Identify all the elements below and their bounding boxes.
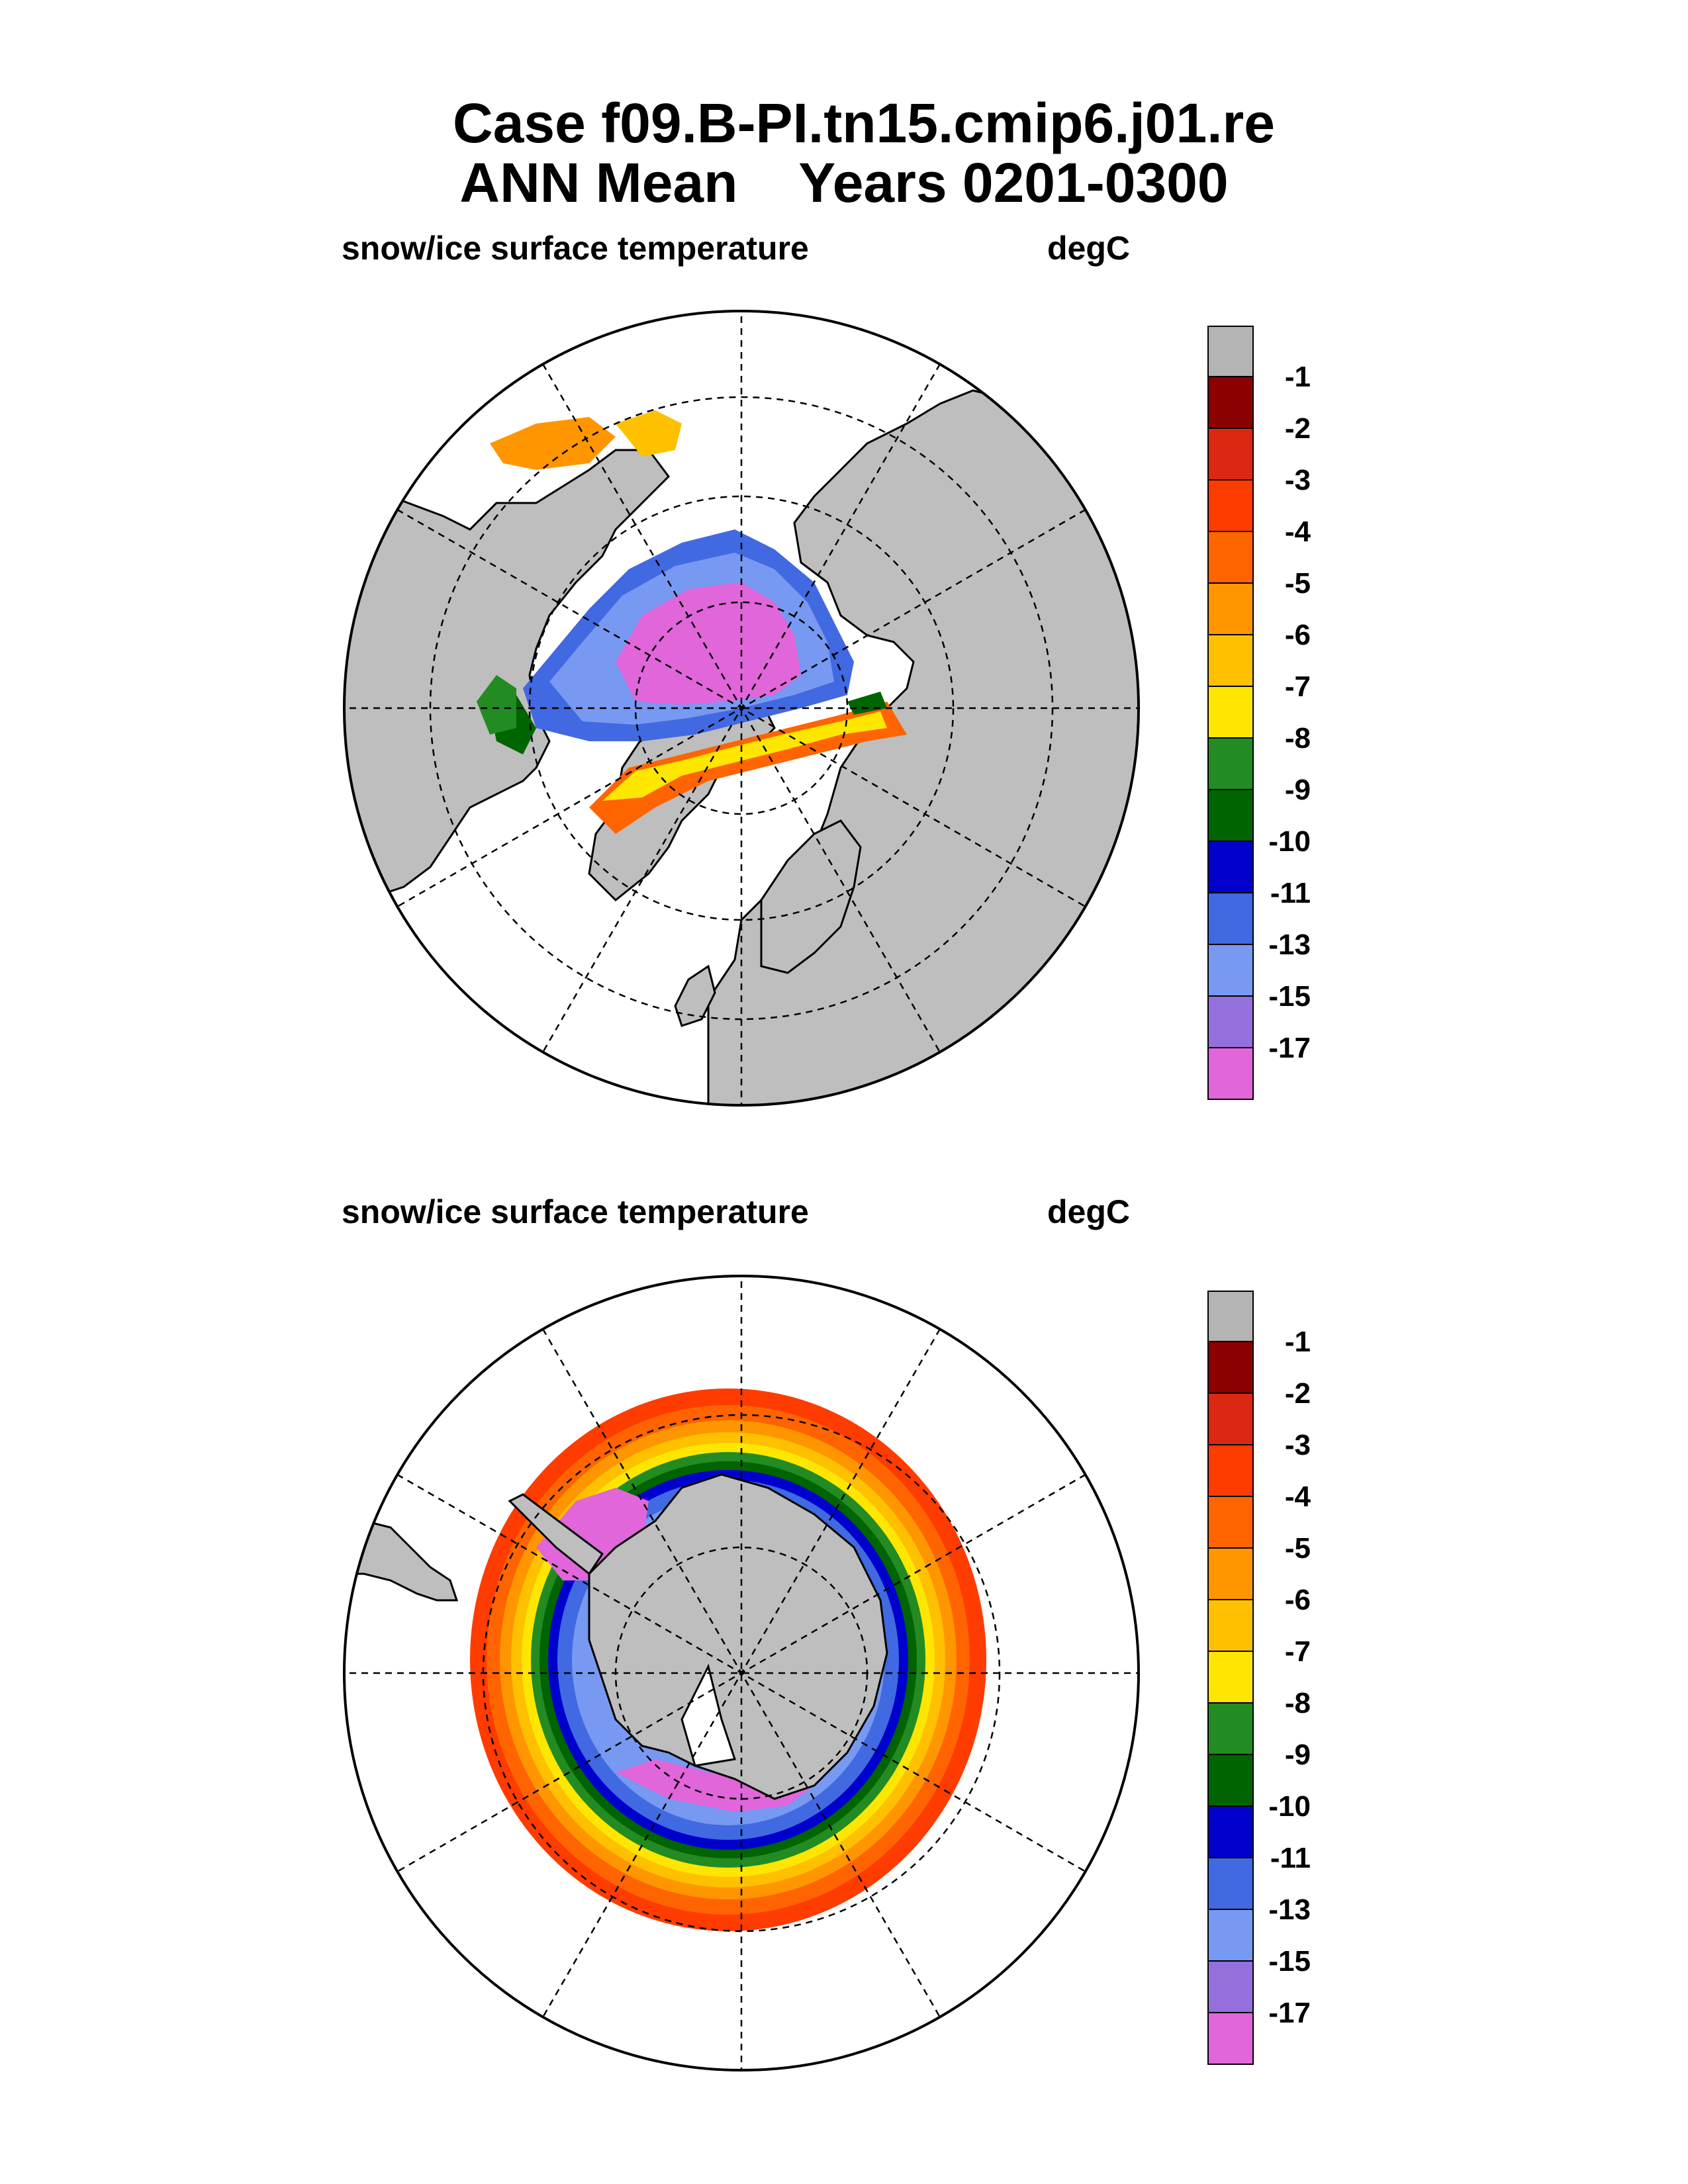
colorbar-north-swatch — [1207, 997, 1254, 1048]
south-map-boundary — [343, 1275, 1140, 2071]
colorbar-tick-label: -8 — [1284, 1687, 1311, 1719]
colorbar-tick-label: -2 — [1284, 1377, 1311, 1410]
panel1-variable-label: snow/ice surface temperature — [342, 230, 809, 267]
north-ice-band-yellow — [602, 711, 887, 801]
north-ice-okhotsk — [490, 417, 616, 470]
colorbar-tick-label: -1 — [1284, 1326, 1311, 1358]
colorbar-north-swatch — [1207, 687, 1254, 739]
colorbar-north — [1207, 326, 1254, 1100]
colorbar-north-swatch — [1207, 377, 1254, 429]
colorbar-south — [1207, 1291, 1254, 2065]
north-map-boundary — [343, 310, 1140, 1107]
figure-title-line1: Case f09.B-PI.tn15.cmip6.j01.re — [453, 92, 1275, 154]
colorbar-south-swatch — [1207, 1291, 1254, 1342]
colorbar-south-swatch — [1207, 1445, 1254, 1497]
colorbar-south-swatch — [1207, 1549, 1254, 1600]
south-graticule — [344, 1276, 1139, 2070]
panel2-units-label: degC — [1047, 1193, 1130, 1230]
colorbar-north-swatch — [1207, 584, 1254, 635]
figure-title-line2: ANN Mean Years 0201-0300 — [459, 152, 1229, 214]
panel1-units-label: degC — [1047, 230, 1130, 267]
colorbar-south-swatch — [1207, 1497, 1254, 1549]
colorbar-tick-label: -4 — [1284, 516, 1311, 548]
colorbar-north-swatch — [1207, 739, 1254, 790]
south-land-antarctica — [588, 1473, 888, 1800]
north-graticule — [344, 311, 1139, 1105]
colorbar-south-swatch — [1207, 1600, 1254, 1652]
colorbar-tick-label: -13 — [1268, 929, 1311, 961]
north-polar-map — [343, 310, 1140, 1107]
colorbar-tick-label: -9 — [1284, 774, 1311, 806]
colorbar-tick-label: -2 — [1284, 412, 1311, 445]
colorbar-north-swatch — [1207, 790, 1254, 842]
colorbar-tick-label: -8 — [1284, 722, 1311, 754]
south-land-antarctic-peninsula — [508, 1493, 604, 1576]
colorbar-tick-label: -13 — [1268, 1893, 1311, 1926]
colorbar-south-swatch — [1207, 1704, 1254, 1755]
colorbar-north-swatch — [1207, 429, 1254, 480]
colorbar-tick-label: -10 — [1268, 1790, 1311, 1823]
colorbar-north-swatch — [1207, 842, 1254, 893]
colorbar-south-swatch — [1207, 1755, 1254, 1807]
colorbar-north-swatch — [1207, 945, 1254, 997]
colorbar-tick-label: -6 — [1284, 1584, 1311, 1616]
colorbar-tick-label: -3 — [1284, 1429, 1311, 1461]
colorbar-north-swatch — [1207, 326, 1254, 377]
colorbar-north-swatch — [1207, 480, 1254, 532]
colorbar-tick-label: -11 — [1270, 1842, 1311, 1874]
north-ice-core-coldest — [616, 582, 801, 705]
panel2-variable-label: snow/ice surface temperature — [342, 1193, 809, 1230]
colorbar-north-swatch — [1207, 893, 1254, 945]
colorbar-south-swatch — [1207, 1910, 1254, 1962]
colorbar-tick-label: -10 — [1268, 825, 1311, 858]
colorbar-tick-label: -3 — [1284, 464, 1311, 496]
south-polar-map — [343, 1275, 1140, 2071]
north-ice-hudson-bay — [477, 675, 516, 735]
colorbar-south-swatch — [1207, 1342, 1254, 1394]
colorbar-tick-label: -5 — [1284, 567, 1311, 600]
colorbar-tick-label: -7 — [1284, 670, 1311, 703]
colorbar-tick-label: -15 — [1268, 1945, 1311, 1978]
colorbar-tick-label: -11 — [1270, 877, 1311, 909]
north-ice-bering — [616, 410, 682, 457]
colorbar-south-swatch — [1207, 1807, 1254, 1858]
colorbar-south-swatch — [1207, 1394, 1254, 1445]
colorbar-south-swatch — [1207, 1652, 1254, 1704]
colorbar-tick-label: -17 — [1268, 1032, 1311, 1064]
colorbar-tick-label: -4 — [1284, 1480, 1311, 1513]
colorbar-tick-label: -1 — [1284, 361, 1311, 393]
colorbar-south-swatch — [1207, 1858, 1254, 1910]
colorbar-tick-label: -6 — [1284, 619, 1311, 651]
colorbar-tick-label: -15 — [1268, 980, 1311, 1013]
south-ross-ice-shelf — [680, 1663, 736, 1767]
colorbar-tick-label: -17 — [1268, 1997, 1311, 2029]
north-land-scandinavia — [760, 819, 862, 974]
colorbar-north-swatch — [1207, 532, 1254, 584]
colorbar-south-swatch — [1207, 2013, 1254, 2065]
colorbar-tick-label: -5 — [1284, 1532, 1311, 1565]
colorbar-tick-label: -7 — [1284, 1635, 1311, 1668]
colorbar-north-swatch — [1207, 1048, 1254, 1100]
colorbar-tick-label: -9 — [1284, 1739, 1311, 1771]
colorbar-north-swatch — [1207, 635, 1254, 687]
colorbar-south-swatch — [1207, 1962, 1254, 2013]
north-land-uk — [674, 964, 716, 1027]
